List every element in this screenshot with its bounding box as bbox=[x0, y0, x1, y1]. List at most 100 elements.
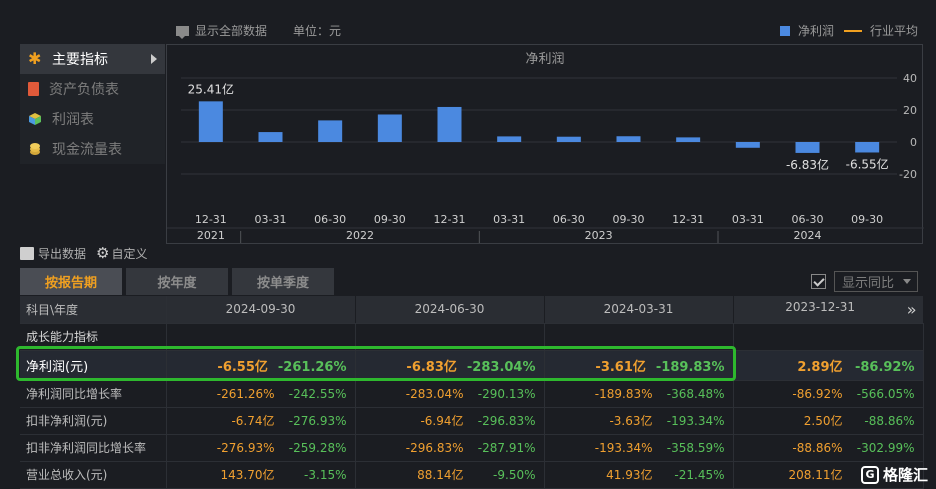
bar bbox=[855, 142, 880, 153]
value: -6.94亿 bbox=[420, 414, 464, 428]
show-all-data-toggle[interactable]: 显示全部数据 bbox=[176, 22, 267, 39]
tab-by-quarter[interactable]: 按单季度 bbox=[232, 268, 334, 295]
yoy-value: -242.55% bbox=[288, 386, 347, 401]
watermark-text: 格隆汇 bbox=[882, 466, 928, 484]
value: -189.83% bbox=[594, 386, 653, 401]
asterisk-icon: ✱ bbox=[28, 49, 42, 68]
header-period[interactable]: 2023-12-31 » bbox=[733, 296, 924, 324]
yoy-select-value: 显示同比 bbox=[842, 276, 895, 291]
value-cell: -193.34% -358.59% bbox=[544, 434, 734, 462]
value-cell: -6.94亿 -296.83% bbox=[355, 407, 545, 435]
yoy-select[interactable]: 显示同比 bbox=[834, 271, 918, 292]
header-period[interactable]: 2024-03-31 bbox=[544, 296, 734, 324]
watermark-logo-icon: G bbox=[860, 465, 879, 484]
legend-industry-avg[interactable]: 行业平均 bbox=[869, 24, 918, 38]
value-cell: 208.11亿 bbox=[733, 461, 924, 489]
customize-button[interactable]: 自定义 bbox=[111, 247, 148, 261]
yoy-value: -302.99% bbox=[856, 440, 915, 455]
yoy-value: -290.13% bbox=[477, 386, 536, 401]
group-label: 成长能力指标 bbox=[20, 323, 167, 351]
double-chevron-right-icon[interactable]: » bbox=[906, 299, 917, 319]
y-tick-label: 40 bbox=[903, 72, 917, 85]
x-tick-label: 12-31 bbox=[434, 213, 466, 226]
header-period[interactable]: 2024-09-30 bbox=[166, 296, 356, 324]
indicator-menu: ✱ 主要指标 资产负债表 利润表 现金流量表 bbox=[20, 44, 165, 164]
value-cell: 143.70亿 -3.15% bbox=[166, 461, 356, 489]
yoy-value: -261.26% bbox=[277, 359, 347, 375]
chart-title: 净利润 bbox=[525, 52, 564, 67]
row-label: 净利润同比增长率 bbox=[20, 380, 167, 408]
yoy-value: -88.86% bbox=[864, 414, 915, 428]
value-cell: 2.89亿 -86.92% bbox=[733, 350, 924, 381]
export-data-button[interactable]: 导出数据 bbox=[38, 247, 87, 261]
value: -6.83亿 bbox=[406, 359, 457, 375]
bar bbox=[258, 132, 283, 142]
value-cell: -6.83亿 -283.04% bbox=[355, 350, 545, 381]
menu-label: 利润表 bbox=[52, 112, 94, 128]
yoy-value: -287.91% bbox=[477, 440, 536, 455]
value-cell: -88.86% -302.99% bbox=[733, 434, 924, 462]
chart-canvas: 净利润 40 20 0 -20 25.41亿 12-31 03-31 06-30 09-30 12-… bbox=[167, 52, 924, 243]
yoy-value: -296.83% bbox=[477, 414, 536, 428]
value-cell: -6.74亿 -276.93% bbox=[166, 407, 356, 435]
year-label: 2022 bbox=[346, 229, 374, 242]
row-label: 净利润(元) bbox=[20, 350, 167, 381]
header-period[interactable]: 2024-06-30 bbox=[355, 296, 545, 324]
value: -3.63亿 bbox=[609, 414, 653, 428]
bar bbox=[795, 142, 820, 153]
unit-label: 单位：元 bbox=[293, 24, 342, 38]
yoy-controls: 显示同比 bbox=[811, 271, 918, 292]
bar bbox=[735, 142, 760, 148]
data-label: -6.55亿 bbox=[846, 156, 889, 171]
x-tick-label: 09-30 bbox=[613, 213, 645, 226]
value-cell: -189.83% -368.48% bbox=[544, 380, 734, 408]
chart-legend: 净利润 行业平均 bbox=[779, 22, 918, 39]
menu-item-main-indicators[interactable]: ✱ 主要指标 bbox=[20, 44, 165, 74]
yoy-value: -189.83% bbox=[655, 359, 725, 375]
table-tools: 导出数据 ⚙ 自定义 bbox=[20, 245, 147, 262]
y-tick-label: 20 bbox=[903, 104, 917, 117]
bar bbox=[616, 136, 641, 142]
menu-label: 资产负债表 bbox=[49, 82, 119, 98]
table-row: 营业总收入(元) 143.70亿 -3.15% 88.14亿 -9.50% 41.93亿 -… bbox=[20, 461, 924, 489]
value-cell: -296.83% -287.91% bbox=[355, 434, 545, 462]
y-tick-label: 0 bbox=[910, 136, 917, 149]
chevron-down-icon bbox=[903, 279, 911, 284]
tab-by-report-period[interactable]: 按报告期 bbox=[20, 268, 122, 295]
chevron-right-icon bbox=[151, 54, 157, 64]
x-tick-label: 06-30 bbox=[792, 213, 824, 226]
yoy-checkbox[interactable] bbox=[811, 274, 826, 289]
row-label: 扣非净利润同比增长率 bbox=[20, 434, 167, 462]
yoy-value: -283.04% bbox=[466, 359, 536, 375]
x-tick-label: 06-30 bbox=[553, 213, 585, 226]
bar bbox=[556, 136, 581, 142]
row-label: 扣非净利润(元) bbox=[20, 407, 167, 435]
menu-label: 主要指标 bbox=[52, 52, 108, 68]
period-tabs: 按报告期 按年度 按单季度 bbox=[20, 268, 338, 295]
bar bbox=[377, 114, 402, 142]
net-profit-chart: 净利润 40 20 0 -20 25.41亿 12-31 03-31 06-30 09-30 12-… bbox=[166, 44, 924, 244]
value-cell: -3.61亿 -189.83% bbox=[544, 350, 734, 381]
legend-net-profit[interactable]: 净利润 bbox=[797, 24, 834, 38]
yoy-value: -358.59% bbox=[666, 440, 725, 455]
menu-item-income-statement[interactable]: 利润表 bbox=[20, 104, 165, 134]
bar bbox=[497, 136, 522, 142]
value-cell: -283.04% -290.13% bbox=[355, 380, 545, 408]
value: 2.50亿 bbox=[803, 414, 843, 428]
yoy-value: -21.45% bbox=[674, 468, 725, 482]
table-row: 扣非净利润(元) -6.74亿 -276.93% -6.94亿 -296.83% -3.6… bbox=[20, 407, 924, 435]
bar bbox=[318, 120, 343, 142]
yoy-value: -193.34% bbox=[666, 414, 725, 428]
year-label: 2024 bbox=[794, 229, 822, 242]
tab-by-year[interactable]: 按年度 bbox=[126, 268, 228, 295]
value-cell: -6.55亿 -261.26% bbox=[166, 350, 356, 381]
yoy-value: -259.28% bbox=[288, 440, 347, 455]
bar bbox=[198, 101, 223, 142]
y-tick-label: -20 bbox=[899, 168, 917, 181]
value: -296.83% bbox=[405, 440, 464, 455]
value: -6.55亿 bbox=[217, 359, 268, 375]
watermark: G 格隆汇 bbox=[860, 464, 928, 485]
menu-item-balance-sheet[interactable]: 资产负债表 bbox=[20, 74, 165, 104]
menu-item-cash-flow[interactable]: 现金流量表 bbox=[20, 134, 165, 164]
export-icon bbox=[20, 247, 34, 260]
